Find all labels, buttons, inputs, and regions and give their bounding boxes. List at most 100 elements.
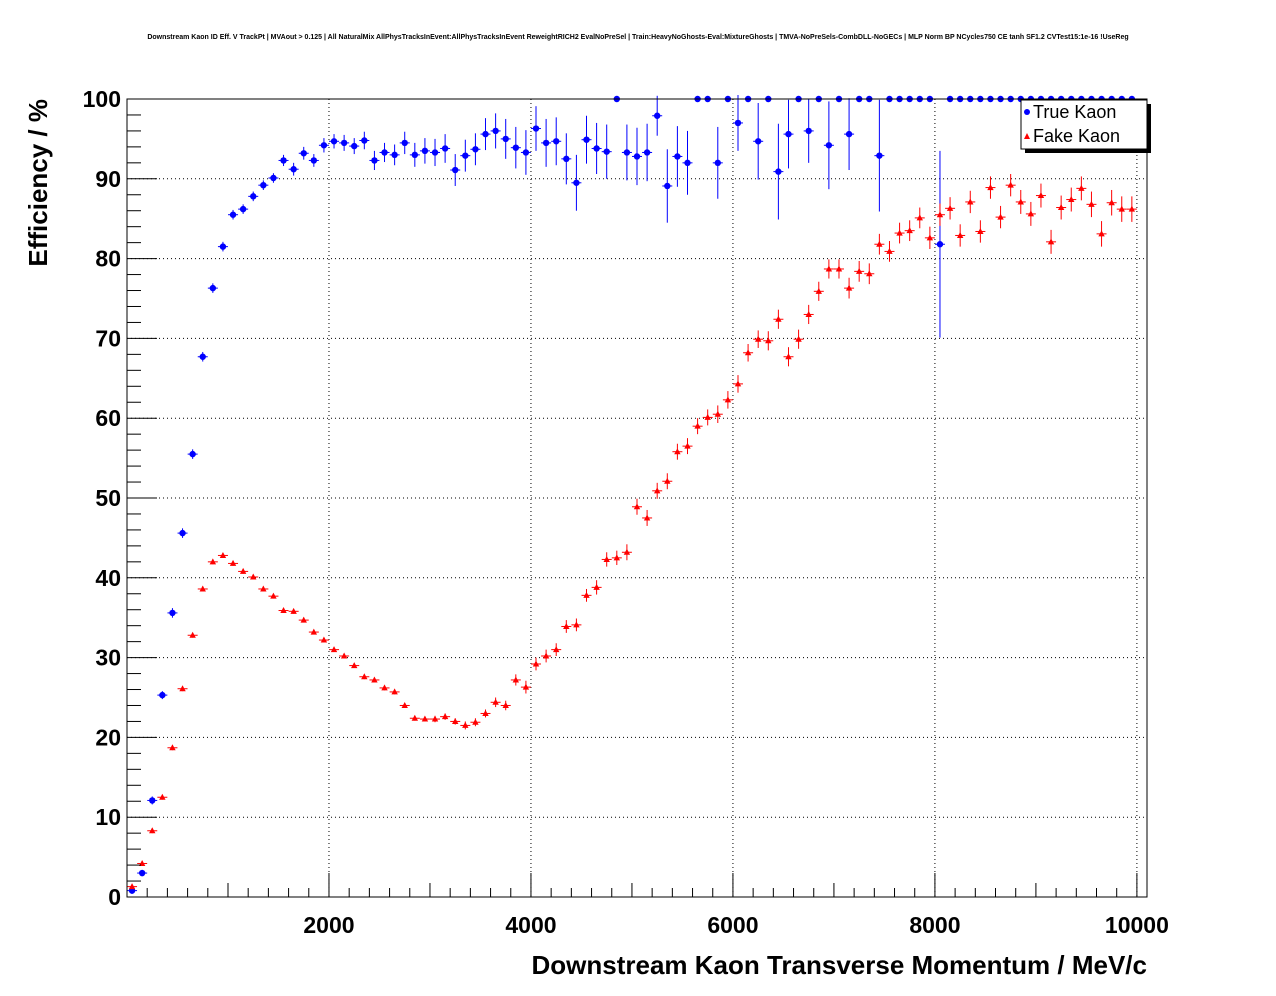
data-point	[1086, 191, 1097, 218]
data-point	[632, 498, 642, 515]
marker	[250, 573, 257, 580]
marker	[300, 150, 307, 157]
marker	[734, 119, 742, 127]
data-point	[823, 259, 834, 279]
legend-fake-kaon-marker	[1024, 133, 1030, 139]
data-point	[258, 180, 269, 190]
data-point	[1106, 189, 1117, 216]
x-tick-label: 10000	[1105, 912, 1169, 938]
data-point	[207, 558, 218, 565]
y-tick-label: 80	[95, 246, 121, 272]
marker	[664, 182, 671, 190]
marker	[977, 227, 984, 234]
marker	[643, 149, 651, 156]
marker	[623, 149, 631, 156]
grid-lines	[127, 99, 1147, 897]
x-tick-label: 2000	[303, 912, 354, 938]
chart-title: Downstream Kaon ID Eff. V TrackPt | MVAo…	[147, 34, 1129, 41]
data-point	[187, 631, 198, 638]
marker	[189, 450, 196, 458]
x-tick-label: 8000	[909, 912, 960, 938]
marker	[775, 315, 782, 322]
data-point	[278, 154, 289, 167]
data-point	[732, 95, 743, 151]
marker	[340, 139, 348, 147]
marker	[1128, 205, 1136, 212]
marker	[219, 551, 227, 558]
marker	[1047, 238, 1055, 245]
marker	[1118, 205, 1125, 212]
data-series	[127, 95, 1137, 894]
series-fake-kaon	[127, 174, 1137, 890]
marker	[250, 193, 257, 200]
data-point	[137, 869, 148, 877]
data-point	[430, 715, 441, 723]
data-point	[217, 241, 228, 252]
marker	[492, 698, 499, 705]
marker	[1007, 181, 1014, 188]
data-point	[147, 796, 158, 805]
marker	[371, 676, 378, 683]
data-point	[561, 133, 572, 185]
marker	[239, 205, 247, 213]
y-tick-label: 90	[95, 166, 121, 192]
marker	[431, 715, 439, 722]
marker	[492, 127, 499, 135]
data-point	[712, 405, 723, 423]
marker	[603, 148, 610, 155]
data-point	[662, 473, 673, 490]
marker	[270, 592, 277, 599]
marker	[149, 827, 156, 834]
data-point	[813, 281, 824, 301]
marker	[845, 284, 853, 291]
data-point	[571, 618, 582, 632]
marker	[674, 153, 681, 160]
marker	[290, 166, 297, 173]
y-tick-label: 40	[95, 565, 121, 591]
marker	[361, 673, 368, 680]
data-point	[430, 138, 441, 167]
legend-true-kaon-marker	[1024, 109, 1030, 115]
marker	[260, 181, 267, 189]
marker	[1078, 184, 1085, 191]
marker	[522, 149, 530, 156]
data-point	[823, 101, 834, 190]
data-point	[531, 657, 542, 671]
marker	[684, 442, 691, 449]
data-point	[945, 197, 956, 220]
data-point	[541, 649, 552, 663]
marker	[351, 662, 358, 669]
marker	[239, 567, 247, 574]
marker	[744, 349, 752, 356]
data-point	[399, 131, 410, 155]
marker	[1027, 210, 1035, 217]
marker	[300, 616, 307, 623]
data-point	[1096, 221, 1107, 247]
data-point	[197, 585, 208, 592]
marker	[553, 646, 560, 653]
data-point	[157, 691, 168, 700]
marker	[633, 503, 641, 510]
data-point	[732, 375, 743, 393]
marker	[754, 138, 762, 145]
data-point	[864, 263, 875, 285]
data-point	[541, 118, 552, 167]
data-point	[490, 697, 501, 708]
data-point	[773, 309, 784, 329]
data-point	[228, 559, 239, 566]
y-tick-label: 100	[83, 86, 121, 112]
data-point	[318, 636, 329, 643]
data-point	[632, 127, 642, 186]
data-point	[197, 351, 208, 362]
marker	[664, 477, 671, 484]
marker	[431, 149, 439, 156]
marker	[320, 142, 328, 149]
data-point	[470, 718, 481, 727]
data-point	[359, 673, 370, 680]
data-point	[682, 130, 693, 195]
data-point	[581, 588, 592, 602]
data-point	[783, 347, 794, 367]
marker	[946, 204, 954, 211]
marker	[149, 797, 156, 804]
data-point	[1056, 195, 1067, 220]
